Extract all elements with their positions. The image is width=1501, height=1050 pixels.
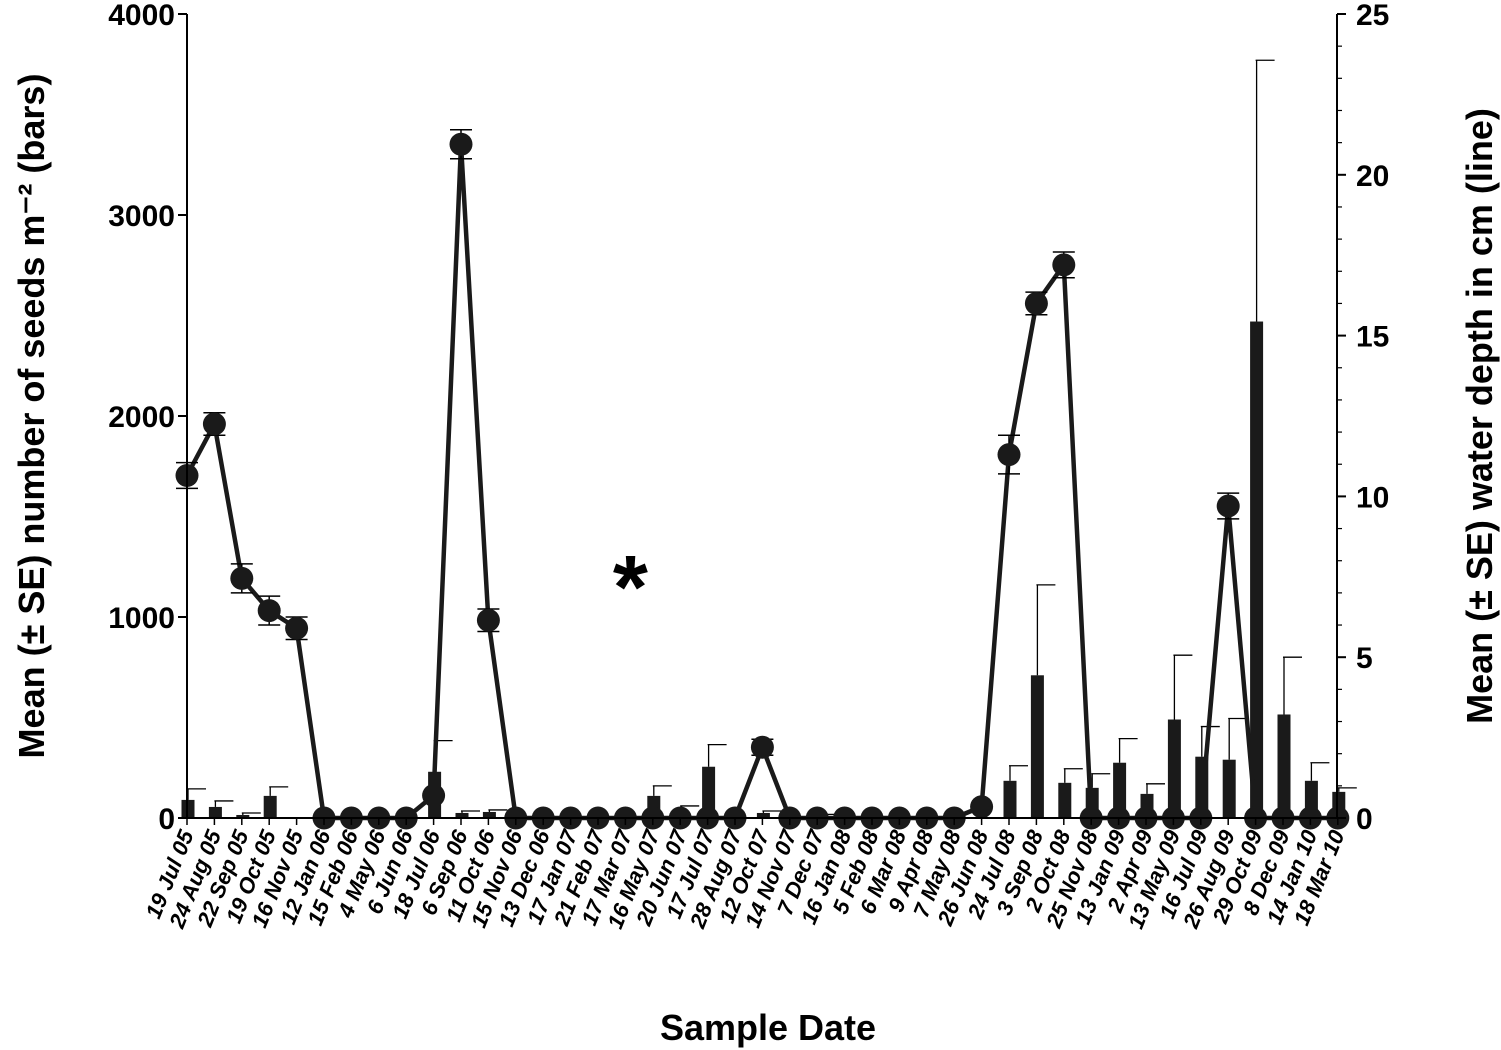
annotation-asterisk: * <box>613 538 648 638</box>
line-point <box>1216 494 1240 518</box>
left-tick-label: 2000 <box>108 401 175 434</box>
bar <box>1222 759 1236 818</box>
line-point <box>285 616 309 640</box>
bar <box>1250 321 1264 818</box>
bar <box>1167 719 1181 818</box>
bar <box>756 812 770 818</box>
line-point <box>202 412 226 436</box>
line-point <box>970 795 994 819</box>
bar <box>1058 782 1072 818</box>
right-tick-label: 5 <box>1356 642 1373 675</box>
bar <box>236 814 250 818</box>
right-tick-label: 0 <box>1356 803 1373 836</box>
line-point <box>476 608 500 632</box>
axes-layer <box>186 14 1338 819</box>
left-tick-label: 0 <box>158 803 175 836</box>
bar <box>208 806 222 818</box>
line-point <box>750 735 774 759</box>
bar <box>1277 714 1291 818</box>
bar <box>1113 762 1127 818</box>
line-point <box>1052 253 1076 277</box>
line-point <box>230 566 254 590</box>
left-tick-label: 1000 <box>108 602 175 635</box>
line-point <box>257 599 281 623</box>
left-tick-label: 3000 <box>108 200 175 233</box>
right-axis-title: Mean (± SE) water depth in cm (line) <box>1459 108 1500 724</box>
series-line <box>185 141 1338 821</box>
bar <box>263 795 277 818</box>
line-point <box>1024 291 1048 315</box>
left-tick-label: 4000 <box>108 0 175 32</box>
bars-layer <box>181 59 1357 818</box>
line-point <box>449 132 473 156</box>
bar <box>1030 675 1044 818</box>
left-axis-title: Mean (± SE) number of seeds m⁻² (bars) <box>11 74 52 759</box>
right-tick-label: 15 <box>1356 321 1389 354</box>
line-point <box>997 443 1021 467</box>
bar <box>455 812 469 818</box>
bar <box>702 766 716 818</box>
right-tick-label: 20 <box>1356 160 1389 193</box>
bar <box>482 811 496 818</box>
right-tick-label: 25 <box>1356 0 1389 32</box>
line-point <box>422 783 446 807</box>
x-axis-title: Sample Date <box>660 1007 876 1048</box>
right-tick-label: 10 <box>1356 481 1389 514</box>
bar <box>1003 780 1017 818</box>
